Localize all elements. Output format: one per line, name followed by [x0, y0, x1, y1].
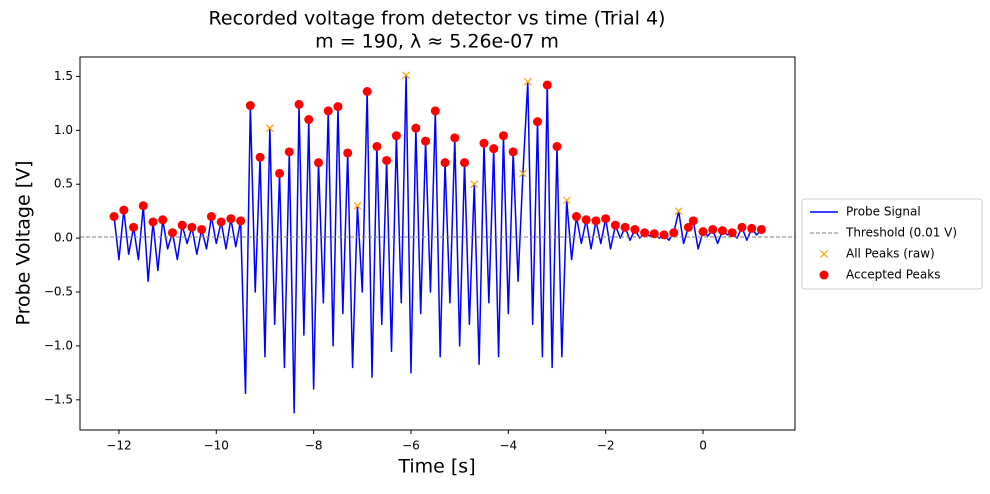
x-tick-label: −12: [106, 439, 131, 453]
accepted-peak: [669, 228, 679, 238]
accepted-peak: [581, 215, 591, 225]
legend-swatch: [819, 270, 829, 280]
accepted-peak: [630, 224, 640, 234]
accepted-peak: [382, 155, 392, 165]
plot-area: [80, 71, 795, 414]
accepted-peak: [391, 131, 401, 141]
accepted-peak: [727, 228, 737, 238]
accepted-peak: [226, 214, 236, 224]
accepted-peak: [411, 123, 421, 133]
accepted-peak: [138, 201, 148, 211]
raw-peak: [674, 207, 683, 216]
accepted-peak: [489, 144, 499, 154]
legend-swatch: [820, 250, 828, 258]
raw-peak: [523, 77, 532, 86]
x-tick-label: −2: [597, 439, 615, 453]
accepted-peak: [542, 80, 552, 90]
x-tick-label: −4: [499, 439, 517, 453]
accepted-peak: [533, 117, 543, 127]
accepted-peak: [688, 216, 698, 226]
y-tick-label: 0.5: [54, 177, 73, 191]
accepted-peak: [216, 217, 226, 227]
x-tick-label: −10: [204, 439, 229, 453]
accepted-peak: [571, 212, 581, 222]
y-tick-label: 0.0: [54, 231, 73, 245]
accepted-peak: [450, 133, 460, 143]
accepted-peak: [206, 212, 216, 222]
accepted-peak: [756, 224, 766, 234]
accepted-peak: [158, 215, 168, 225]
accepted-peak: [148, 217, 158, 227]
accepted-peak: [187, 222, 197, 232]
accepted-peak: [275, 168, 285, 178]
accepted-peak: [255, 152, 265, 162]
accepted-peak: [294, 99, 304, 109]
x-axis-label: Time [s]: [397, 456, 475, 478]
accepted-peak: [313, 158, 323, 168]
accepted-peak: [245, 101, 255, 111]
accepted-peak: [717, 226, 727, 236]
y-tick-label: 1.5: [54, 69, 73, 83]
accepted-peak: [119, 205, 129, 215]
accepted-peak: [610, 220, 620, 230]
accepted-peak: [620, 222, 630, 232]
plot-frame: [79, 56, 796, 431]
legend-label: Accepted Peaks: [846, 268, 940, 282]
accepted-peak: [601, 214, 611, 224]
accepted-peak: [362, 86, 372, 96]
accepted-peak: [440, 158, 450, 168]
legend-label: Threshold (0.01 V): [845, 226, 957, 240]
raw-peak: [353, 201, 362, 210]
accepted-peak: [508, 147, 518, 157]
raw-peak: [470, 180, 479, 189]
y-tick-label: −1.5: [44, 392, 73, 406]
accepted-peak: [304, 115, 314, 125]
accepted-peak: [498, 131, 508, 141]
accepted-peak: [552, 141, 562, 151]
accepted-peak: [659, 230, 669, 240]
raw-peak: [265, 124, 274, 133]
accepted-peak: [236, 216, 246, 226]
accepted-peak: [479, 138, 489, 148]
accepted-peak: [372, 141, 382, 151]
accepted-peak: [177, 220, 187, 230]
y-tick-label: 1.0: [54, 123, 73, 137]
accepted-peak: [109, 212, 119, 222]
accepted-peak: [460, 158, 470, 168]
accepted-peak: [430, 106, 440, 116]
legend-label: All Peaks (raw): [846, 247, 935, 261]
chart-subtitle: m = 190, λ ≈ 5.26e-07 m: [315, 31, 559, 53]
y-tick-label: −0.5: [44, 285, 73, 299]
accepted-peak: [333, 102, 343, 112]
legend-box: [801, 198, 983, 290]
accepted-peak: [129, 222, 139, 232]
accepted-peak: [708, 224, 718, 234]
accepted-peak: [323, 106, 333, 116]
signal-line: [113, 74, 762, 414]
legend-label: Probe Signal: [846, 205, 921, 219]
accepted-peak: [197, 224, 207, 234]
x-tick-label: −6: [402, 439, 420, 453]
y-tick-label: −1.0: [44, 338, 73, 352]
x-tick-label: −8: [305, 439, 323, 453]
accepted-peak: [284, 147, 294, 157]
accepted-peak: [421, 136, 431, 146]
x-tick-label: 0: [699, 439, 707, 453]
accepted-peak: [167, 228, 177, 238]
y-axis-label: Probe Voltage [V]: [13, 160, 35, 325]
accepted-peak: [649, 229, 659, 239]
accepted-peak: [683, 222, 693, 232]
raw-peak: [562, 196, 571, 205]
raw-peak: [518, 169, 527, 178]
accepted-peak: [698, 227, 708, 237]
accepted-peak: [747, 223, 757, 233]
accepted-peak: [640, 228, 650, 238]
accepted-peak: [343, 148, 353, 158]
accepted-peak: [591, 216, 601, 226]
chart-title: Recorded voltage from detector vs time (…: [209, 8, 666, 30]
accepted-peak: [737, 222, 747, 232]
raw-peak: [402, 71, 411, 80]
